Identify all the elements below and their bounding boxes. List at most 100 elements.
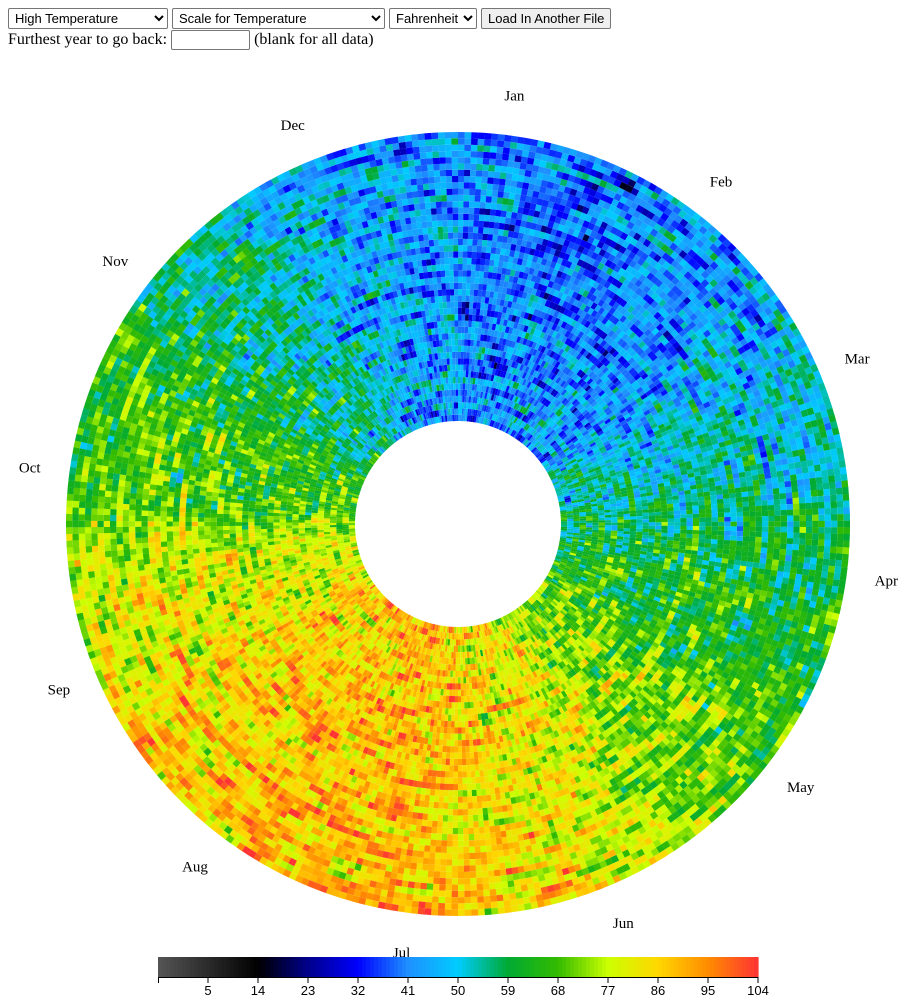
heatmap-cell [292,528,299,532]
heatmap-cell [453,402,457,409]
heatmap-cell [375,591,382,597]
heatmap-cell [442,695,447,702]
measure-select[interactable]: High Temperature [8,8,168,29]
heatmap-cell [592,527,599,531]
heatmap-cell [487,419,492,426]
heatmap-cell [351,497,359,501]
heatmap-cell [567,519,574,522]
heatmap-cell [555,556,562,560]
heatmap-cell [457,696,462,703]
unit-select[interactable]: Fahrenheit [389,8,477,29]
heatmap-cell [560,519,568,522]
heatmap-cell [350,504,357,508]
heatmap-cell [592,513,599,516]
year-input[interactable] [171,30,251,50]
heatmap-cell [360,570,368,576]
heatmap-cell [470,626,473,633]
heatmap-cell [517,606,523,614]
heatmap-cell [458,633,460,640]
heatmap-cell [416,422,421,429]
heatmap-cell [349,533,356,537]
heatmap-cell [292,525,299,529]
heatmap-cell [552,481,560,486]
heatmap-cell [468,415,472,422]
heatmap-cell [460,645,463,653]
heatmap-cell [384,600,390,607]
heatmap-cell [280,537,287,541]
heatmap-cell [463,695,468,703]
heatmap-cell [342,519,349,522]
heatmap-cell [561,524,568,527]
heatmap-cell [448,389,452,397]
heatmap-cell [463,364,467,371]
heatmap-cell [551,477,558,482]
heatmap-cell [273,531,280,536]
heatmap-cell [560,515,568,518]
heatmap-cell [592,520,599,523]
heatmap-cell [458,645,461,653]
heatmap-cell [604,530,612,534]
heatmap-cell [557,549,564,553]
heatmap-cell [357,479,364,484]
heatmap-cell [497,423,502,430]
heatmap-cell [473,707,478,715]
heatmap-cell [402,428,408,436]
heatmap-cell [459,639,463,646]
heatmap-cell [279,510,287,514]
heatmap-cell [559,539,567,542]
heatmap-cell [354,488,361,492]
heatmap-cell [462,402,465,409]
heatmap-cell [557,547,565,551]
heatmap-cell [286,531,293,535]
heatmap-cell [461,708,465,715]
heatmap-cell [617,511,624,515]
heatmap-cell [453,639,456,646]
heatmap-cell [455,671,458,678]
heatmap-cell [460,689,464,697]
heatmap-cell [484,418,488,425]
heatmap-cell [348,515,356,518]
heatmap-cell [604,512,611,516]
heatmap-cell [458,383,461,390]
heatmap-cell [611,519,618,523]
heatmap-cell [391,436,397,443]
heatmap-cell [467,333,472,340]
heatmap-cell [442,701,446,709]
heatmap-cell [635,506,643,511]
heatmap-cell [311,520,318,523]
heatmap-cell [311,512,318,516]
heatmap-cell [630,516,637,520]
heatmap-cell [465,664,469,671]
heatmap-cell [465,364,469,372]
heatmap-cell [549,569,557,574]
heatmap-cell [348,519,356,522]
heatmap-cell [462,645,465,653]
heatmap-cell [505,427,511,434]
heatmap-cell [540,584,547,590]
heatmap-cell [460,351,464,359]
heatmap-cell [435,416,439,424]
scale-select[interactable]: Scale for Temperature [172,8,385,29]
heatmap-cell [409,616,414,623]
heatmap-cell [286,510,293,514]
heatmap-cell [463,633,466,640]
load-file-button[interactable]: Load In Another File [481,8,612,29]
heatmap-cell [349,538,357,542]
heatmap-cell [349,508,357,511]
heatmap-cell [636,512,643,517]
heatmap-cell [464,333,468,340]
heatmap-cell [458,377,461,384]
heatmap-cell [455,689,458,697]
heatmap-cell [445,695,450,703]
heatmap-cell [560,511,567,515]
heatmap-cell [586,518,593,521]
heatmap-cell [458,408,460,415]
heatmap-cell [455,377,459,384]
heatmap-cell [642,531,649,536]
heatmap-cell [545,466,552,471]
heatmap-cell [560,517,568,520]
heatmap-cell [491,420,495,427]
heatmap-cell [379,595,385,601]
heatmap-cell [452,689,456,697]
heatmap-cell [273,528,280,532]
